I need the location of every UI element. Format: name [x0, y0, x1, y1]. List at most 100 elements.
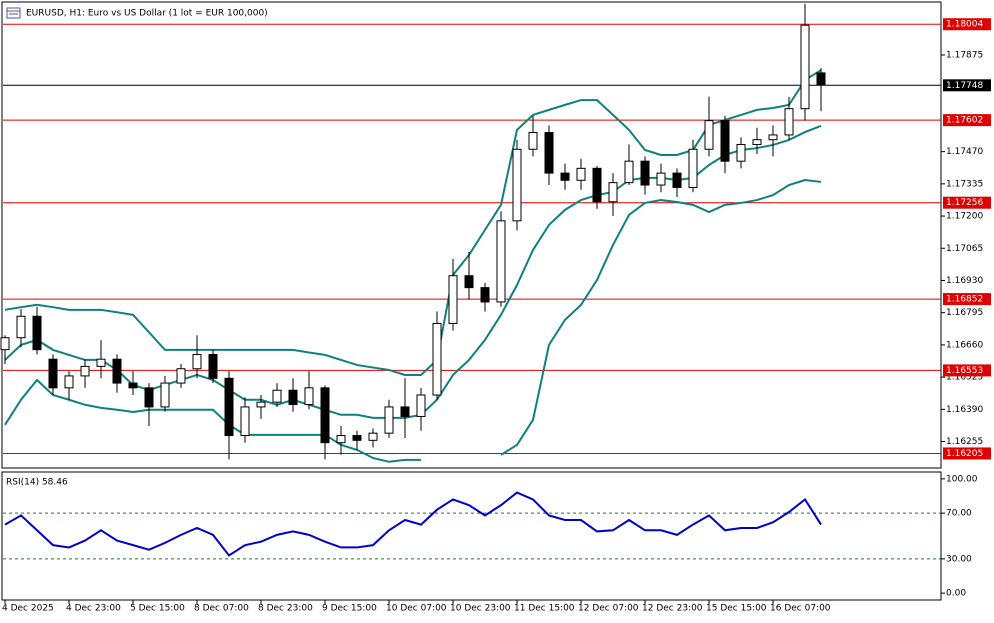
- current-price-box: [943, 79, 991, 92]
- rsi-title: RSI(14) 58.46: [6, 478, 68, 488]
- level-label: 1.17256: [946, 198, 983, 208]
- candle-body: [176, 368, 186, 384]
- candle-body: [80, 365, 90, 377]
- x-tick-label: 8 Dec 23:00: [258, 604, 313, 614]
- x-tick-label: 15 Dec 15:00: [706, 604, 767, 614]
- candle-body: [544, 132, 554, 174]
- candle-body: [368, 432, 378, 441]
- current-price-label: 1.17748: [946, 81, 983, 91]
- level-box: [943, 364, 991, 377]
- y-tick-label: 1.16390: [946, 405, 983, 415]
- candle-body: [624, 160, 634, 184]
- candle-body: [512, 148, 522, 222]
- candle-body: [192, 353, 202, 370]
- y-tick-label: 1.16660: [946, 340, 983, 350]
- main-frame: [1, 1, 942, 469]
- symbol-icon: [6, 7, 21, 19]
- candle-body: [112, 358, 122, 384]
- candle-body: [496, 220, 506, 303]
- chart-title: EURUSD, H1: Euro vs US Dollar (1 lot = E…: [26, 9, 268, 19]
- y-tick-label: 1.17335: [946, 179, 983, 189]
- candle-body: [736, 143, 746, 162]
- y-tick-label: 1.16525: [946, 373, 983, 383]
- candle-body: [240, 406, 250, 437]
- rsi-frame: [1, 471, 942, 601]
- candle-body: [608, 182, 618, 203]
- candle-body: [672, 172, 682, 188]
- candle-body: [768, 134, 778, 141]
- candle-body: [224, 377, 234, 437]
- candle-body: [160, 382, 170, 408]
- level-box: [943, 447, 991, 460]
- y-tick-label: 1.17470: [946, 147, 983, 157]
- candle-body: [528, 132, 538, 150]
- y-tick-label: 1.17200: [946, 212, 983, 222]
- x-tick-label: 4 Dec 23:00: [66, 604, 121, 614]
- candle-body: [656, 172, 666, 186]
- rsi-line: [4, 491, 822, 557]
- candle-body: [96, 358, 106, 367]
- rsi-tick-label: 70.00: [946, 509, 972, 519]
- y-tick-label: 1.16255: [946, 437, 983, 447]
- y-tick-label: 1.17875: [946, 51, 983, 61]
- x-tick-label: 9 Dec 15:00: [322, 604, 377, 614]
- candle-body: [576, 167, 586, 181]
- candle-body: [384, 406, 394, 434]
- candle-body: [48, 358, 58, 389]
- candle-body: [448, 275, 458, 324]
- rsi-tick-label: 30.00: [946, 554, 972, 564]
- candle-body: [128, 382, 138, 389]
- level-label: 1.18004: [946, 20, 983, 30]
- candle-body: [32, 315, 42, 351]
- level-box: [943, 196, 991, 209]
- y-tick-label: 1.17065: [946, 244, 983, 254]
- candle-body: [464, 275, 474, 289]
- candle-body: [816, 72, 826, 86]
- candle-body: [272, 389, 282, 403]
- candle-body: [336, 435, 346, 444]
- candle-body: [0, 337, 10, 351]
- x-tick-label: 12 Dec 23:00: [642, 604, 703, 614]
- level-label: 1.16553: [946, 366, 983, 376]
- candle-body: [640, 160, 650, 186]
- bollinger-band: [4, 124, 822, 419]
- level-box: [943, 18, 991, 31]
- y-tick-label: 1.16795: [946, 308, 983, 318]
- x-tick-label: 10 Dec 23:00: [450, 604, 511, 614]
- candle-body: [320, 387, 330, 444]
- candle-body: [720, 120, 730, 162]
- candle-body: [480, 287, 490, 303]
- candle-body: [592, 167, 602, 203]
- candle-body: [432, 322, 442, 396]
- candle-body: [784, 108, 794, 136]
- candle-body: [64, 375, 74, 389]
- rsi-tick-label: 0.00: [946, 589, 966, 599]
- candle-body: [304, 387, 314, 406]
- candle-body: [352, 435, 362, 441]
- level-box: [943, 114, 991, 127]
- candle-body: [752, 139, 762, 145]
- level-label: 1.17602: [946, 116, 983, 126]
- y-tick-label: 1.16930: [946, 276, 983, 286]
- candle-body: [144, 387, 154, 408]
- level-box: [943, 293, 991, 306]
- x-tick-label: 10 Dec 07:00: [386, 604, 447, 614]
- level-label: 1.16205: [946, 449, 983, 459]
- candle-body: [416, 394, 426, 417]
- level-label: 1.16852: [946, 295, 983, 305]
- bollinger-band: [4, 179, 822, 463]
- candle-body: [16, 315, 26, 339]
- candle-body: [256, 401, 266, 408]
- candle-body: [560, 172, 570, 181]
- x-tick-label: 16 Dec 07:00: [770, 604, 831, 614]
- x-tick-label: 12 Dec 07:00: [578, 604, 639, 614]
- candle-body: [688, 148, 698, 188]
- x-tick-label: 8 Dec 07:00: [194, 604, 249, 614]
- candle-body: [800, 24, 810, 110]
- x-tick-label: 5 Dec 15:00: [130, 604, 185, 614]
- candle-body: [704, 120, 714, 150]
- x-tick-label: 11 Dec 15:00: [514, 604, 575, 614]
- x-tick-label: 4 Dec 2025: [2, 604, 54, 614]
- candle-body: [288, 389, 298, 406]
